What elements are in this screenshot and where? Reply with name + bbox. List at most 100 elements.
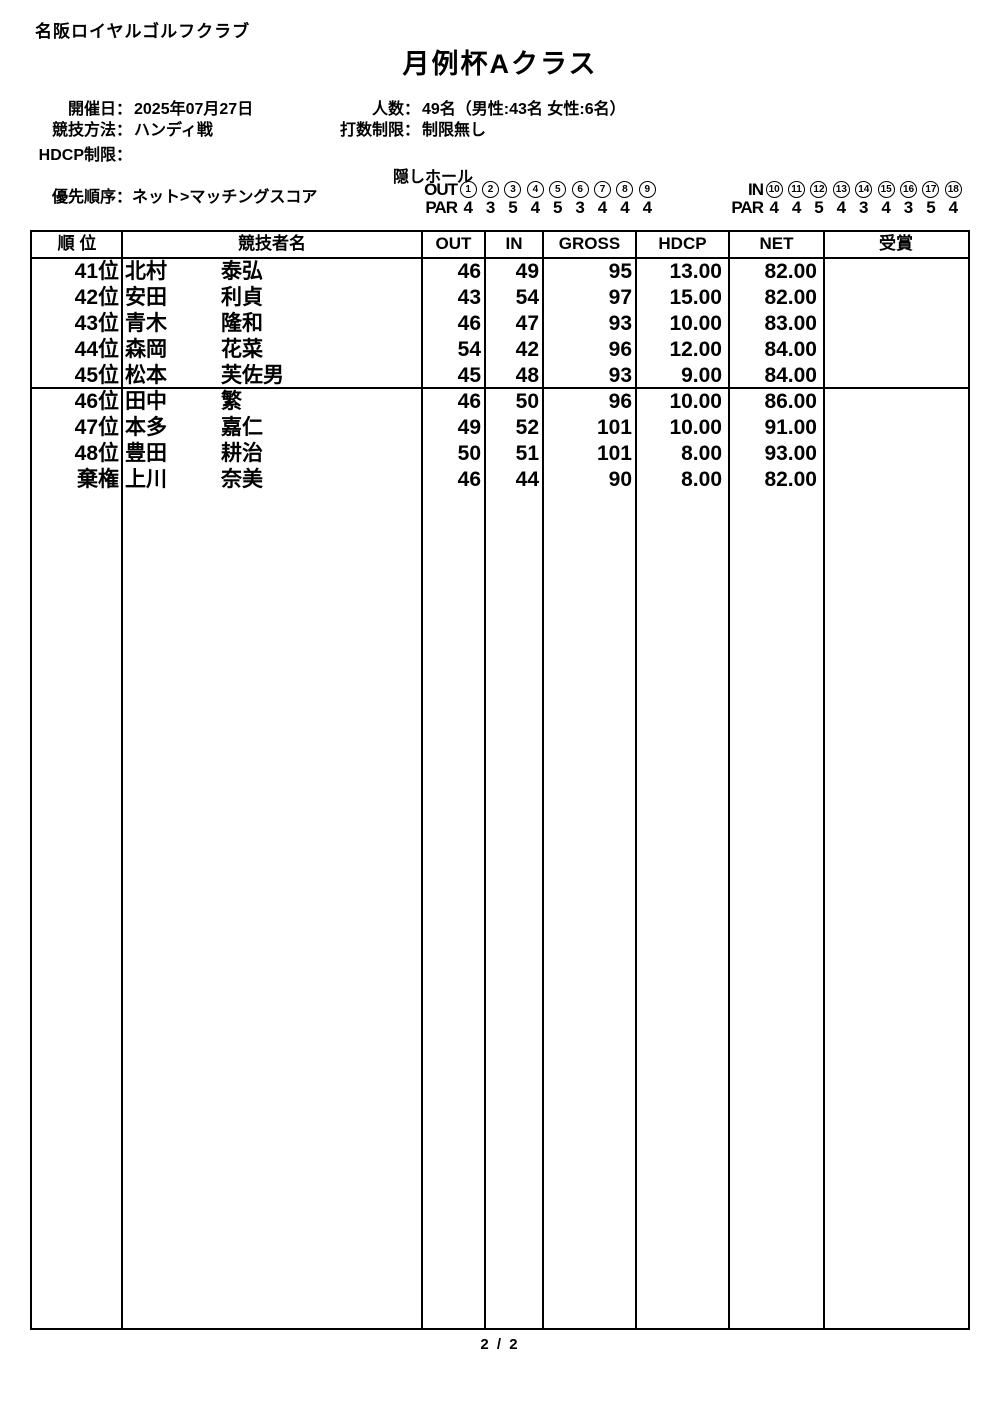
par-value: 5 [814,197,824,217]
hdcp-cell: 12.00 [669,338,722,361]
club-name: 名阪ロイヤルゴルフクラブ [35,22,251,41]
hole-number-circle: 10 [765,181,783,198]
par-value: 4 [597,197,608,217]
hidden-holes-in-row: IN 10 11 12 13 14 15 16 17 18 [723,180,965,199]
hole-number-circle: 8 [616,181,634,198]
in-score-cell: 42 [515,338,539,361]
hole-number-circle: 17 [922,181,940,198]
page-number: 2 / 2 [480,1336,520,1353]
participants-row: 人数： 49名（男性:43名 女性:6名） [320,100,626,120]
table-row: 46位 田中 繁 46 50 96 10.00 86.00 [32,389,968,415]
hdcp-limit-value [132,146,134,166]
player-name-cell: 豊田 耕治 [122,441,422,467]
in-score-cell: 52 [515,416,539,439]
hole-number-circle: 9 [638,181,656,198]
given-name: 耕治 [221,442,263,465]
award-cell [824,259,968,285]
stroke-limit-value: 制限無し [422,122,487,139]
gross-score-cell: 101 [596,416,632,439]
player-name-cell: 安田 利貞 [122,285,422,311]
given-name: 芙佐男 [221,364,284,387]
event-date-row: 開催日： 2025年07月27日 [38,100,253,120]
given-name: 泰弘 [221,260,263,283]
header-hdcp: HDCP [658,234,707,253]
hidden-holes-title: 隠しホール [393,169,474,186]
gross-score-cell: 93 [608,312,632,335]
table-row: 棄権 上川 奈美 46 44 90 8.00 82.00 [32,467,968,493]
table-row: 43位 青木 隆和 46 47 93 10.00 83.00 [32,311,968,337]
column-divider [823,232,825,1328]
in-score-cell: 48 [515,364,539,387]
priority-order-value: ネット>マッチングスコア [132,189,318,206]
rank-cell: 棄権 [77,468,119,491]
player-name-cell: 本多 嘉仁 [122,415,422,441]
award-cell [824,467,968,493]
in-score-cell: 50 [515,390,539,413]
net-score-cell: 82.00 [764,260,817,283]
par-out-row: PAR 4 3 5 4 5 3 4 4 4 [417,197,659,218]
award-cell [824,389,968,415]
par-value: 3 [903,197,914,217]
par-value: 4 [791,197,802,217]
par-label: PAR [731,198,764,217]
hole-number-circle: 7 [594,181,612,198]
event-date-label: 開催日： [67,101,132,118]
gross-score-cell: 90 [608,468,632,491]
out-score-cell: 50 [457,442,481,465]
out-score-cell: 46 [457,468,481,491]
table-header-row: 順 位 競技者名 OUT IN GROSS HDCP NET 受賞 [32,232,968,259]
priority-order-row: 優先順序： ネット>マッチングスコア [52,188,317,208]
hole-number-circle: 16 [900,181,918,198]
out-score-cell: 46 [457,312,481,335]
family-name: 田中 [125,390,167,413]
hdcp-limit-row: HDCP制限： [38,146,134,166]
rank-cell: 46位 [74,390,119,413]
hole-number-circle: 4 [526,181,544,198]
gross-score-cell: 101 [596,442,632,465]
par-value: 5 [926,197,936,217]
net-score-cell: 82.00 [764,468,817,491]
player-name-cell: 青木 隆和 [122,311,422,337]
in-score-cell: 44 [515,468,539,491]
family-name: 北村 [125,260,167,283]
hole-number-circle: 6 [571,181,589,198]
par-value: 4 [769,197,779,217]
out-score-cell: 49 [457,416,481,439]
out-score-cell: 43 [457,286,481,309]
award-cell [824,441,968,467]
out-score-cell: 46 [457,390,481,413]
hdcp-cell: 8.00 [681,442,722,465]
award-cell [824,363,968,387]
par-value: 5 [553,197,563,217]
out-score-cell: 46 [457,260,481,283]
hdcp-cell: 15.00 [669,286,722,309]
hole-number-circle: 14 [855,181,873,198]
stroke-limit-label: 打数制限： [339,122,420,139]
par-value: 4 [881,197,891,217]
given-name: 奈美 [221,468,263,491]
in-score-cell: 49 [515,260,539,283]
player-name-cell: 田中 繁 [122,389,422,415]
given-name: 繁 [221,390,242,413]
player-name-cell: 上川 奈美 [122,467,422,493]
results-table: 順 位 競技者名 OUT IN GROSS HDCP NET 受賞 41位 北村… [30,230,970,1330]
participants-value: 49名（男性:43名 女性:6名） [422,101,626,118]
award-cell [824,337,968,363]
par-value: 5 [508,197,518,217]
family-name: 森岡 [125,338,167,361]
par-label: PAR [425,198,458,217]
family-name: 松本 [125,364,167,387]
given-name: 隆和 [221,312,263,335]
header-award: 受賞 [879,234,913,253]
rank-cell: 42位 [74,286,119,309]
in-label: IN [748,180,764,199]
gross-score-cell: 95 [608,260,632,283]
out-score-cell: 54 [457,338,481,361]
rank-cell: 43位 [74,312,119,335]
net-score-cell: 82.00 [764,286,817,309]
competition-method-label: 競技方法： [51,122,132,139]
player-name-cell: 松本 芙佐男 [122,363,422,387]
given-name: 花菜 [221,338,263,361]
column-divider [728,232,730,1328]
family-name: 上川 [125,468,167,491]
